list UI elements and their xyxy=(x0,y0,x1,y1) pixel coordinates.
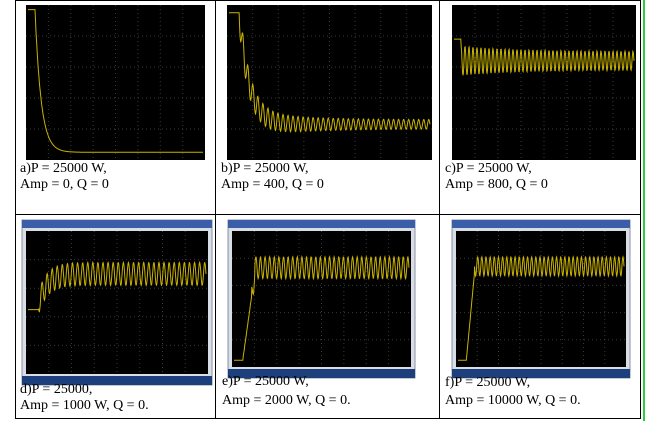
window-titlebar xyxy=(452,220,630,228)
caption: c)P = 25000 W, xyxy=(445,161,532,176)
window-titlebar xyxy=(228,220,415,228)
caption: Amp = 1000 W, Q = 0. xyxy=(20,398,149,413)
scope-screen xyxy=(452,5,636,160)
scope-screen xyxy=(227,5,432,160)
caption: b)P = 25000 W, xyxy=(221,161,309,176)
caption: Amp = 400, Q = 0 xyxy=(221,177,324,192)
caption: d)P = 25000, xyxy=(20,382,92,397)
figure: a)P = 25000 W,Amp = 0, Q = 0 b)P = 25000 … xyxy=(0,0,648,421)
scope-screen xyxy=(26,231,208,374)
caption: e)P = 25000 W, xyxy=(222,374,309,389)
caption: Amp = 800, Q = 0 xyxy=(445,177,548,192)
caption: a)P = 25000 W, xyxy=(20,161,107,176)
caption: Amp = 0, Q = 0 xyxy=(20,177,109,192)
caption: Amp = 2000 W, Q = 0. xyxy=(222,393,351,408)
window-titlebar xyxy=(22,220,212,228)
caption: f)P = 25000 W, xyxy=(445,375,530,390)
caption: Amp = 10000 W, Q = 0. xyxy=(445,393,581,408)
scope-screen xyxy=(26,5,205,160)
